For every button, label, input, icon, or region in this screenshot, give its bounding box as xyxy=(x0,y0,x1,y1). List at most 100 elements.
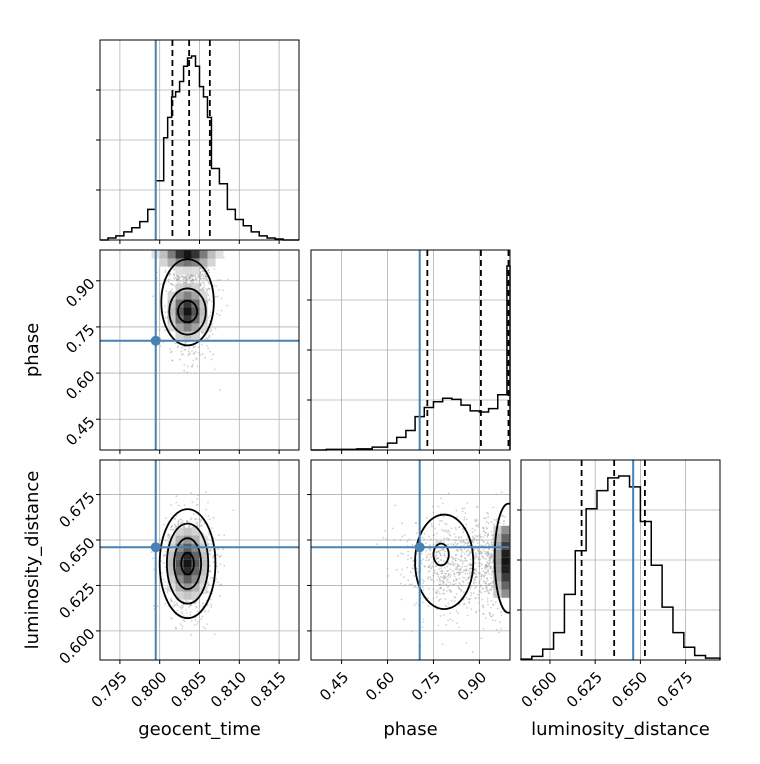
density-cell-1-0-1--3-1 xyxy=(159,258,168,267)
scatter-point-2-1-161 xyxy=(514,533,516,535)
density-cell-2-1-0-1--1 xyxy=(509,549,510,558)
scatter-point-2-1-103 xyxy=(474,597,477,600)
scatter-point-2-0-967 xyxy=(197,494,200,496)
scatter-point-2-0-275 xyxy=(209,548,212,551)
scatter-point-2-1-773 xyxy=(463,518,466,521)
scatter-point-2-0-439 xyxy=(177,521,180,524)
scatter-point-1-0-272 xyxy=(186,274,189,277)
scatter-point-1-0-951 xyxy=(181,274,183,277)
scatter-point-2-1-868 xyxy=(442,560,445,562)
contour-2-0-3 xyxy=(158,508,217,620)
scatter-point-2-1-407 xyxy=(485,582,488,585)
scatter-point-2-1-39 xyxy=(486,534,489,537)
scatter-point-2-0-24 xyxy=(195,522,198,524)
scatter-point-2-1-907 xyxy=(449,576,452,578)
density-cell-2-1-0-0--2 xyxy=(501,541,510,550)
scatter-point-2-1-1022 xyxy=(455,516,458,518)
scatter-point-2-0-414 xyxy=(167,533,170,536)
scatter-point-2-1-152 xyxy=(434,565,437,567)
scatter-point-2-0-34 xyxy=(174,523,176,526)
scatter-point-2-1-700 xyxy=(444,576,447,579)
scatter-point-1-0-957 xyxy=(208,287,211,290)
scatter-point-2-0-758 xyxy=(181,604,183,607)
scatter-point-2-1-453 xyxy=(487,553,489,556)
scatter-point-2-1-587 xyxy=(436,579,439,581)
scatter-point-2-1-414 xyxy=(443,577,446,580)
scatter-point-1-0-240 xyxy=(192,278,194,281)
scatter-point-2-0-1011 xyxy=(180,607,183,610)
density-cell-2-0-0-2-1 xyxy=(199,567,208,576)
scatter-point-1-0-143 xyxy=(201,344,203,346)
scatter-point-2-1-5 xyxy=(484,544,487,546)
scatter-point-1-0-539 xyxy=(226,304,229,307)
scatter-point-2-1-961 xyxy=(400,552,403,555)
scatter-point-2-1-487 xyxy=(400,598,403,601)
scatter-point-2-1-768 xyxy=(473,556,476,558)
scatter-point-2-1-988 xyxy=(442,576,445,579)
scatter-point-2-1-538 xyxy=(463,516,466,519)
scatter-point-2-1-34 xyxy=(474,573,477,575)
scatter-point-2-0-501 xyxy=(164,550,167,553)
scatter-point-2-1-181 xyxy=(483,574,485,577)
scatter-point-1-0-735 xyxy=(196,276,199,278)
scatter-point-1-0-377 xyxy=(199,274,202,277)
density-cell-2-1-0-1--2 xyxy=(509,541,510,550)
scatter-point-2-1-928 xyxy=(399,539,402,542)
scatter-point-2-1-1058 xyxy=(466,572,469,575)
scatter-point-2-1-111 xyxy=(455,610,458,613)
scatter-point-2-1-936 xyxy=(439,598,442,601)
scatter-point-2-1-903 xyxy=(456,565,459,568)
scatter-point-2-1-989 xyxy=(473,537,476,540)
scatter-point-2-0-814 xyxy=(161,572,164,575)
scatter-point-2-1-289 xyxy=(455,539,458,542)
scatter-point-2-1-74 xyxy=(462,598,465,601)
scatter-point-2-1-935 xyxy=(472,541,474,543)
scatter-point-1-0-85 xyxy=(208,287,210,290)
scatter-point-2-1-714 xyxy=(488,548,491,550)
scatter-point-2-1-148 xyxy=(442,541,445,544)
scatter-point-2-1-360 xyxy=(488,559,490,562)
scatter-point-2-1-633 xyxy=(449,590,452,593)
y-tick-label-luminosity_distance-3: 0.675 xyxy=(55,488,98,531)
scatter-point-2-1-495 xyxy=(444,522,447,525)
scatter-point-2-1-149 xyxy=(478,565,481,568)
scatter-point-2-0-603 xyxy=(216,581,219,584)
scatter-point-2-1-218 xyxy=(443,554,446,557)
scatter-point-2-1-280 xyxy=(475,540,478,542)
scatter-point-2-1-816 xyxy=(454,563,456,565)
scatter-point-2-0-327 xyxy=(183,615,185,617)
scatter-point-2-1-977 xyxy=(487,563,490,566)
scatter-point-1-0-875 xyxy=(163,329,166,332)
scatter-point-2-1-21 xyxy=(499,522,501,524)
density-cell-2-0-0-0-4 xyxy=(183,591,192,600)
scatter-point-2-0-302 xyxy=(209,564,211,567)
scatter-point-2-1-130 xyxy=(436,551,438,553)
scatter-point-2-0-639 xyxy=(205,592,207,595)
scatter-point-2-1-775 xyxy=(486,577,488,579)
scatter-point-1-0-503 xyxy=(164,271,167,273)
scatter-point-1-0-817 xyxy=(184,276,187,279)
scatter-point-2-1-460 xyxy=(452,564,454,566)
scatter-point-2-1-273 xyxy=(436,589,438,592)
scatter-point-2-1-561 xyxy=(469,567,472,570)
density-cell-2-0-0--2-1 xyxy=(167,567,176,576)
scatter-point-2-1-325 xyxy=(424,565,426,568)
scatter-point-2-1-25 xyxy=(428,558,430,561)
scatter-point-1-0-1088 xyxy=(209,350,211,353)
density-cell-1-0-1-1-1 xyxy=(191,258,200,267)
scatter-point-1-0-245 xyxy=(192,345,195,348)
scatter-point-2-1-800 xyxy=(483,557,486,560)
scatter-point-1-0-1011 xyxy=(199,285,202,287)
scatter-point-2-0-274 xyxy=(219,563,222,565)
scatter-point-2-1-104 xyxy=(437,550,440,553)
scatter-point-2-1-436 xyxy=(470,567,473,570)
scatter-point-1-0-611 xyxy=(200,288,203,291)
text-layer: 0.45 0.60 0.75 0.90 0.7950.8000.8050.8100.81… xyxy=(22,275,710,740)
scatter-point-2-1-949 xyxy=(456,567,459,570)
scatter-point-2-1-604 xyxy=(458,526,461,528)
scatter-point-2-1-327 xyxy=(444,550,446,553)
scatter-point-2-1-838 xyxy=(479,572,481,575)
contour-1-0-1 xyxy=(168,287,207,336)
scatter-point-2-1-1084 xyxy=(433,572,436,575)
scatter-point-2-0-926 xyxy=(194,619,197,621)
